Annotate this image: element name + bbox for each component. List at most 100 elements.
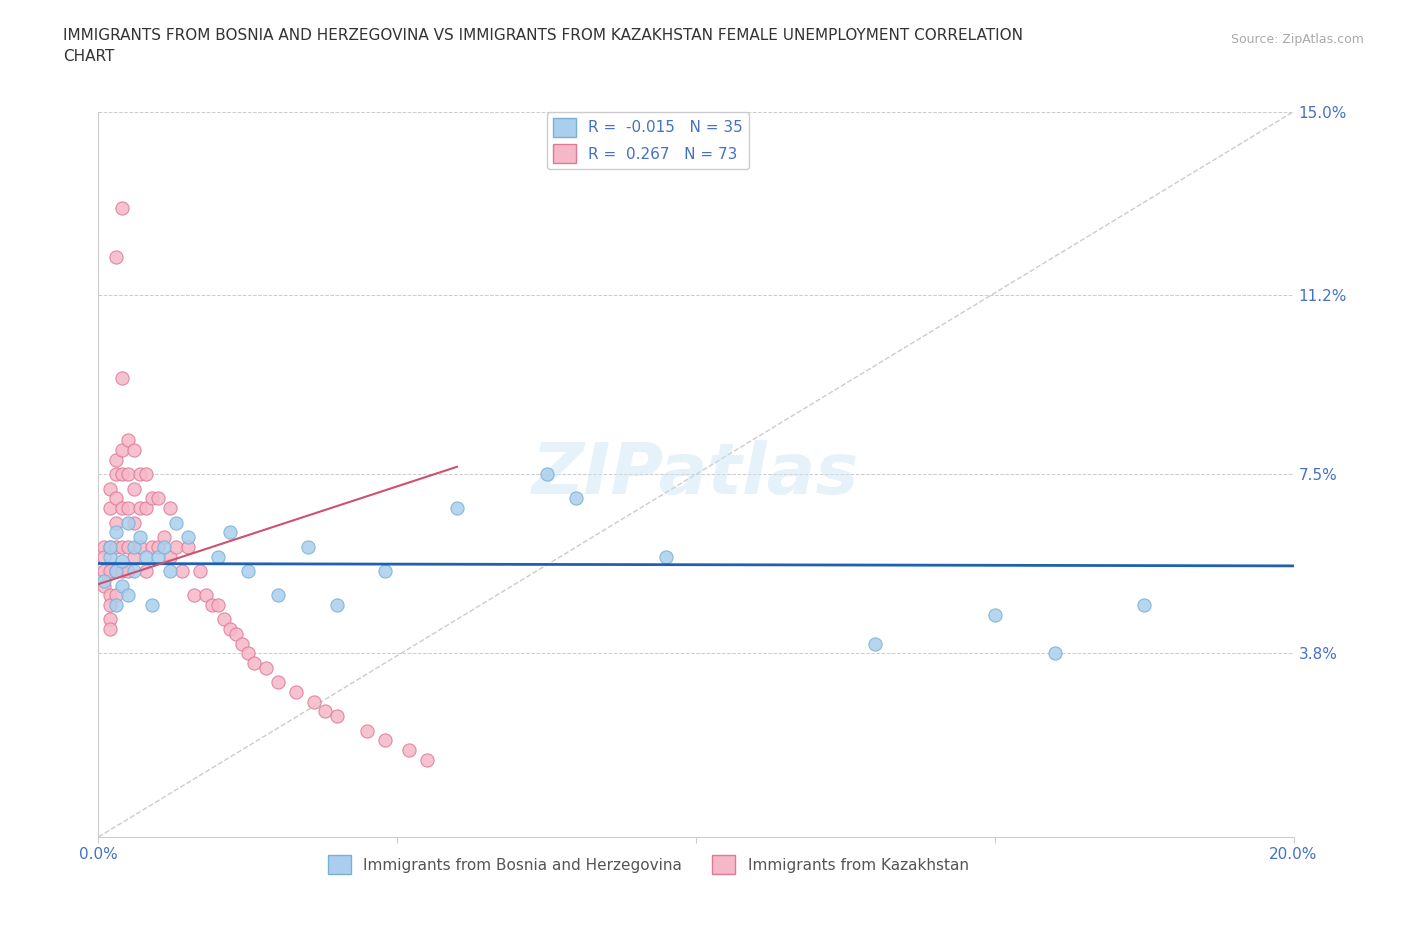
Point: [177, 539, 200, 554]
Text: IMMIGRANTS FROM BOSNIA AND HERZEGOVINA VS IMMIGRANTS FROM KAZAKHSTAN FEMALE UNEM: IMMIGRANTS FROM BOSNIA AND HERZEGOVINA V…: [63, 28, 1024, 64]
Point: [655, 549, 678, 564]
Point: [219, 525, 242, 539]
Point: [111, 467, 134, 482]
Point: [219, 621, 242, 636]
Point: [148, 539, 170, 554]
Legend: Immigrants from Bosnia and Herzegovina, Immigrants from Kazakhstan: Immigrants from Bosnia and Herzegovina, …: [322, 849, 974, 880]
Point: [105, 564, 128, 578]
Point: [98, 612, 122, 627]
Point: [98, 621, 122, 636]
Point: [93, 539, 115, 554]
Point: [105, 588, 128, 603]
Point: [117, 588, 139, 603]
Point: [93, 573, 115, 588]
Point: [374, 733, 396, 748]
Point: [236, 645, 259, 660]
Point: [207, 549, 229, 564]
Point: [98, 564, 122, 578]
Point: [398, 742, 420, 757]
Point: [105, 515, 128, 530]
Point: [111, 443, 134, 458]
Point: [135, 500, 157, 515]
Point: [124, 515, 146, 530]
Point: [212, 612, 235, 627]
Text: ZIPatlas: ZIPatlas: [533, 440, 859, 509]
Point: [111, 370, 134, 385]
Point: [236, 564, 259, 578]
Point: [141, 491, 163, 506]
Point: [124, 443, 146, 458]
Point: [356, 724, 378, 738]
Point: [105, 249, 128, 264]
Point: [105, 539, 128, 554]
Point: [159, 500, 181, 515]
Point: [129, 467, 152, 482]
Point: [153, 530, 176, 545]
Point: [105, 491, 128, 506]
Point: [195, 588, 218, 603]
Point: [565, 491, 588, 506]
Point: [105, 597, 128, 612]
Point: [124, 564, 146, 578]
Point: [302, 694, 325, 709]
Point: [93, 578, 115, 593]
Point: [135, 564, 157, 578]
Point: [124, 539, 146, 554]
Point: [148, 491, 170, 506]
Point: [984, 607, 1007, 622]
Point: [153, 539, 176, 554]
Point: [98, 539, 122, 554]
Point: [177, 530, 200, 545]
Point: [111, 201, 134, 216]
Point: [129, 530, 152, 545]
Point: [165, 539, 187, 554]
Point: [98, 597, 122, 612]
Point: [98, 539, 122, 554]
Point: [267, 675, 290, 690]
Point: [374, 564, 396, 578]
Point: [267, 588, 290, 603]
Point: [141, 539, 163, 554]
Point: [225, 627, 247, 642]
Point: [1133, 597, 1156, 612]
Point: [135, 467, 157, 482]
Point: [93, 549, 115, 564]
Point: [254, 660, 277, 675]
Point: [159, 549, 181, 564]
Point: [183, 588, 205, 603]
Point: [105, 564, 128, 578]
Point: [111, 539, 134, 554]
Text: Source: ZipAtlas.com: Source: ZipAtlas.com: [1230, 33, 1364, 46]
Point: [111, 564, 134, 578]
Point: [93, 564, 115, 578]
Point: [297, 539, 319, 554]
Point: [117, 500, 139, 515]
Point: [117, 564, 139, 578]
Point: [111, 578, 134, 593]
Point: [129, 539, 152, 554]
Point: [446, 500, 468, 515]
Point: [105, 467, 128, 482]
Point: [326, 709, 349, 724]
Point: [105, 452, 128, 467]
Point: [207, 597, 229, 612]
Point: [1043, 645, 1066, 660]
Point: [141, 597, 163, 612]
Point: [165, 515, 187, 530]
Point: [98, 588, 122, 603]
Point: [159, 564, 181, 578]
Point: [111, 554, 134, 569]
Point: [98, 500, 122, 515]
Point: [117, 467, 139, 482]
Point: [111, 500, 134, 515]
Point: [117, 433, 139, 448]
Point: [98, 482, 122, 497]
Point: [865, 636, 887, 651]
Point: [129, 500, 152, 515]
Point: [124, 482, 146, 497]
Point: [315, 704, 337, 719]
Point: [172, 564, 194, 578]
Point: [284, 684, 307, 699]
Point: [231, 636, 253, 651]
Point: [536, 467, 558, 482]
